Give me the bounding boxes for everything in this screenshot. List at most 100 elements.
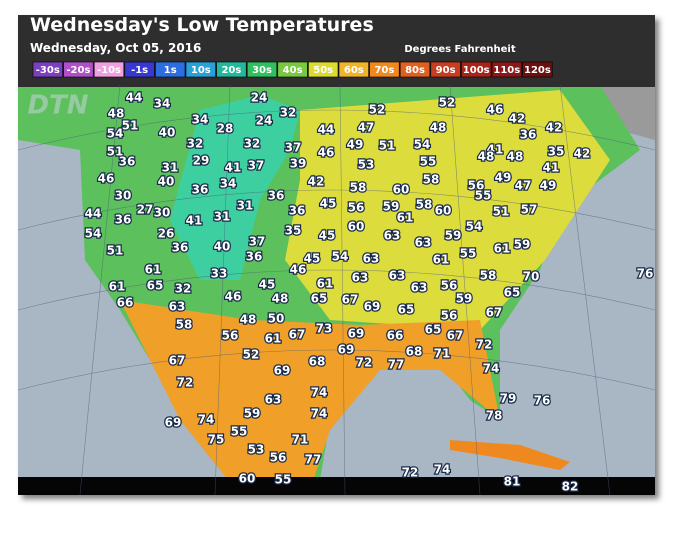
temperature: 55 [231, 425, 248, 439]
temperature: 48 [240, 313, 257, 327]
temperature: 51 [379, 139, 396, 153]
temperature: 74 [311, 386, 328, 400]
temperature: 71 [292, 433, 309, 447]
legend-label: 20s [221, 65, 241, 76]
temperature: 63 [384, 229, 401, 243]
temperature: 45 [320, 197, 337, 211]
temperature: 74 [311, 407, 328, 421]
legend-swatch [63, 61, 94, 78]
watermark: DTN [27, 91, 88, 121]
legend: -30s -20s -10s -1s 1s 10s 20s 30s 40s 50s 60s 70s 80… [32, 61, 553, 78]
temperature: 42 [546, 121, 563, 135]
temperature: 60 [348, 220, 365, 234]
temperature: 36 [268, 189, 285, 203]
legend-label: 10s [191, 65, 211, 76]
legend-swatch [369, 61, 400, 78]
legend-swatch [32, 61, 63, 78]
legend-swatch [216, 61, 247, 78]
temperature: 31 [237, 199, 254, 213]
temperature: 36 [172, 241, 189, 255]
temperature: 56 [270, 451, 287, 465]
temperature: 69 [165, 416, 182, 430]
temperature: 54 [466, 220, 483, 234]
temperature: 47 [515, 179, 532, 193]
temperature: 82 [562, 480, 579, 494]
temperature: 40 [159, 126, 176, 140]
temperature: 60 [393, 183, 410, 197]
map-regions [18, 15, 655, 495]
legend-label: 80s [405, 65, 425, 76]
temperature: 48 [507, 150, 524, 164]
temperature: 55 [475, 189, 492, 203]
temperature: 28 [217, 122, 234, 136]
temperature: 79 [500, 392, 517, 406]
legend-swatch [308, 61, 339, 78]
temperature: 63 [363, 252, 380, 266]
temperature: 36 [119, 155, 136, 169]
temperature: 31 [214, 210, 231, 224]
temperature: 46 [318, 146, 335, 160]
temperature: 66 [117, 296, 134, 310]
temperature: 65 [425, 323, 442, 337]
temperature: 46 [98, 172, 115, 186]
temperature: 60 [435, 204, 452, 218]
temperature: 37 [285, 141, 302, 155]
temperature: 50 [268, 312, 285, 326]
temperature: 59 [244, 407, 261, 421]
legend-swatch [399, 61, 431, 78]
temperature: 72 [476, 338, 493, 352]
temperature: 36 [246, 250, 263, 264]
title: Wednesday's Low Temperatures [30, 14, 374, 36]
temperature: 68 [309, 355, 326, 369]
temperature: 39 [290, 157, 307, 171]
temperature: 35 [285, 224, 302, 238]
temperature: 65 [311, 292, 328, 306]
legend-swatch [522, 61, 553, 78]
temperature: 52 [243, 348, 260, 362]
legend-label: 50s [313, 65, 333, 76]
temperature: 61 [109, 280, 126, 294]
temperature: 65 [147, 279, 164, 293]
temperature: 71 [434, 347, 451, 361]
temperature: 35 [548, 145, 565, 159]
temperature: 41 [543, 161, 560, 175]
temperature: 51 [493, 205, 510, 219]
legend-label: 40s [283, 65, 303, 76]
legend-swatch [338, 61, 369, 78]
temperature: 52 [369, 103, 386, 117]
temperature: 56 [222, 329, 239, 343]
temperature: 37 [249, 235, 266, 249]
temperature: 48 [478, 150, 495, 164]
legend-swatch [124, 61, 155, 78]
temperature: 75 [208, 433, 225, 447]
temperature: 81 [504, 475, 521, 489]
temperature: 59 [514, 238, 531, 252]
legend-swatch [246, 61, 278, 78]
temperature: 65 [504, 286, 521, 300]
temperature: 42 [574, 147, 591, 161]
legend-label: 70s [374, 65, 394, 76]
temperature: 61 [433, 253, 450, 267]
region-warm [120, 300, 500, 495]
temperature: 42 [509, 112, 526, 126]
temperature: 58 [176, 318, 193, 332]
temperature: 34 [154, 97, 171, 111]
legend-label: 1s [164, 65, 177, 76]
legend-label: 120s [524, 65, 551, 76]
temperature: 51 [122, 119, 139, 133]
temperature: 59 [456, 292, 473, 306]
temperature: 51 [107, 244, 124, 258]
temperature: 48 [108, 107, 125, 121]
legend-label: -10s [97, 65, 121, 76]
temperature: 78 [486, 409, 503, 423]
legend-label: 110s [493, 65, 520, 76]
temperature: 27 [137, 203, 154, 217]
temperature: 69 [348, 327, 365, 341]
temperature: 73 [316, 322, 333, 336]
temperature: 67 [289, 328, 306, 342]
temperature: 45 [259, 278, 276, 292]
legend-swatch [185, 61, 216, 78]
legend-label: -20s [66, 65, 90, 76]
